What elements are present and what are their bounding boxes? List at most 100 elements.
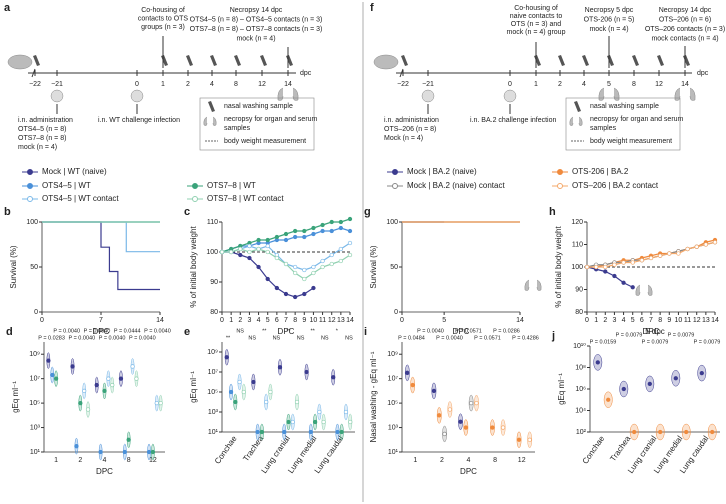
x-tick-label: 9: [667, 317, 671, 324]
weight-point: [311, 225, 316, 231]
data-point: [304, 369, 309, 375]
weight-point: [292, 294, 298, 300]
annotation: P = 0.0159: [590, 339, 617, 345]
x-tick-label: 10: [675, 317, 683, 324]
x-tick-label: Trachea: [608, 434, 632, 463]
data-point: [317, 409, 322, 415]
y-tick-label: 10⁵: [207, 389, 218, 396]
weight-point: [329, 261, 334, 267]
x-tick-label: 2: [78, 457, 82, 464]
note-text: OTS–206 (n = 6): [659, 16, 711, 23]
y-tick-label: 10⁹: [29, 351, 40, 358]
weight-point: [603, 264, 608, 270]
dropper-icon: [582, 55, 589, 66]
weight-point: [347, 228, 353, 234]
data-point: [516, 437, 522, 442]
annotation: **: [311, 328, 316, 334]
note-text: OTS (n = 3) and: [511, 21, 561, 28]
y-tick-label: 110: [207, 219, 218, 226]
annotation: P = 0.0040: [84, 328, 111, 334]
annotation: NS: [345, 335, 353, 341]
weight-point: [311, 231, 316, 237]
legend-marker: [192, 196, 198, 202]
x-tick-label: 12: [518, 457, 526, 464]
weight-line: [222, 251, 314, 298]
weight-point: [712, 240, 718, 245]
timeline-label: 8: [234, 81, 238, 88]
data-point: [312, 419, 318, 425]
legend-marker: [392, 183, 398, 189]
annotation: P = 0.0040: [53, 328, 80, 334]
dropper-icon: [534, 55, 541, 66]
x-tick-label: 14: [711, 317, 719, 324]
annotation: P = 0.0040: [417, 328, 444, 334]
x-tick-label: 14: [516, 317, 524, 324]
data-point: [224, 355, 229, 360]
legend-marker: [557, 169, 563, 175]
virus-icon: [421, 89, 435, 103]
annotation: P = 0.0040: [144, 328, 171, 334]
legend-marker: [192, 183, 198, 189]
x-tick-label: 13: [702, 317, 710, 324]
y-tick-label: 80: [210, 309, 218, 316]
data-point: [158, 400, 163, 406]
x-tick-label: 4: [257, 317, 261, 324]
hamster-icon: [373, 54, 399, 70]
y-tick-label: 10⁹: [387, 351, 398, 358]
data-point: [53, 376, 59, 381]
annotation: P = 0.0040: [99, 335, 126, 341]
note-text: i.n. BA.2 challenge infection: [470, 117, 556, 124]
data-point: [431, 388, 437, 394]
key-box: [199, 97, 315, 151]
data-point: [251, 379, 256, 385]
timeline-label: 1: [161, 81, 165, 88]
weight-point: [302, 234, 307, 240]
data-point: [122, 449, 127, 455]
y-tick-label: 10⁷: [388, 376, 399, 383]
data-point: [469, 400, 474, 406]
data-point: [684, 429, 689, 435]
annotation: P = 0.0079: [616, 332, 643, 338]
lung-icon: [635, 284, 653, 296]
annotation: **: [262, 328, 267, 334]
key-text: body weight measurement: [224, 138, 306, 145]
data-point: [78, 400, 83, 406]
x-tick-label: Conchae: [213, 434, 239, 466]
annotation: **: [226, 335, 231, 341]
annotation: NS: [236, 328, 244, 334]
note-text: mock (n = 4): [236, 35, 275, 42]
timeline-label: 14: [681, 81, 689, 88]
data-point: [595, 360, 600, 365]
annotation: P = 0.0079: [668, 332, 695, 338]
timeline-label: −21: [422, 81, 434, 88]
data-point: [527, 437, 532, 442]
timeline-label: 2: [186, 81, 190, 88]
weight-point: [265, 243, 270, 249]
y-axis-label: gEq ml⁻¹: [189, 371, 198, 403]
annotation: P = 0.0444: [114, 328, 141, 334]
note-text: Co-housing of: [514, 5, 558, 12]
key-text: samples: [590, 125, 617, 132]
y-tick-label: 100: [26, 219, 38, 226]
y-tick-label: 80: [575, 309, 583, 316]
legend-text: Mock | BA.2 (naive): [407, 167, 477, 176]
y-tick-label: 90: [575, 286, 583, 293]
data-point: [308, 429, 313, 435]
note-text: Necropsy 14 dpc: [659, 7, 712, 14]
x-tick-label: 12: [149, 457, 157, 464]
legend-text: OTS-206 | BA.2: [572, 167, 629, 176]
data-point: [348, 419, 353, 425]
note-text: naive contacts to: [510, 13, 563, 20]
timeline-label: 12: [655, 81, 663, 88]
data-point: [94, 382, 99, 388]
weight-point: [302, 291, 307, 297]
weight-point: [238, 252, 243, 258]
data-point: [50, 372, 55, 378]
note-text: OTS7–8 (n = 8) – OTS7–8 contacts (n = 3): [190, 26, 323, 33]
data-point: [710, 429, 715, 435]
annotation: P = 0.0079: [694, 339, 721, 345]
note-text: contacts to OTS: [138, 15, 189, 22]
x-tick-label: 12: [693, 317, 701, 324]
lung-icon: [277, 87, 299, 101]
